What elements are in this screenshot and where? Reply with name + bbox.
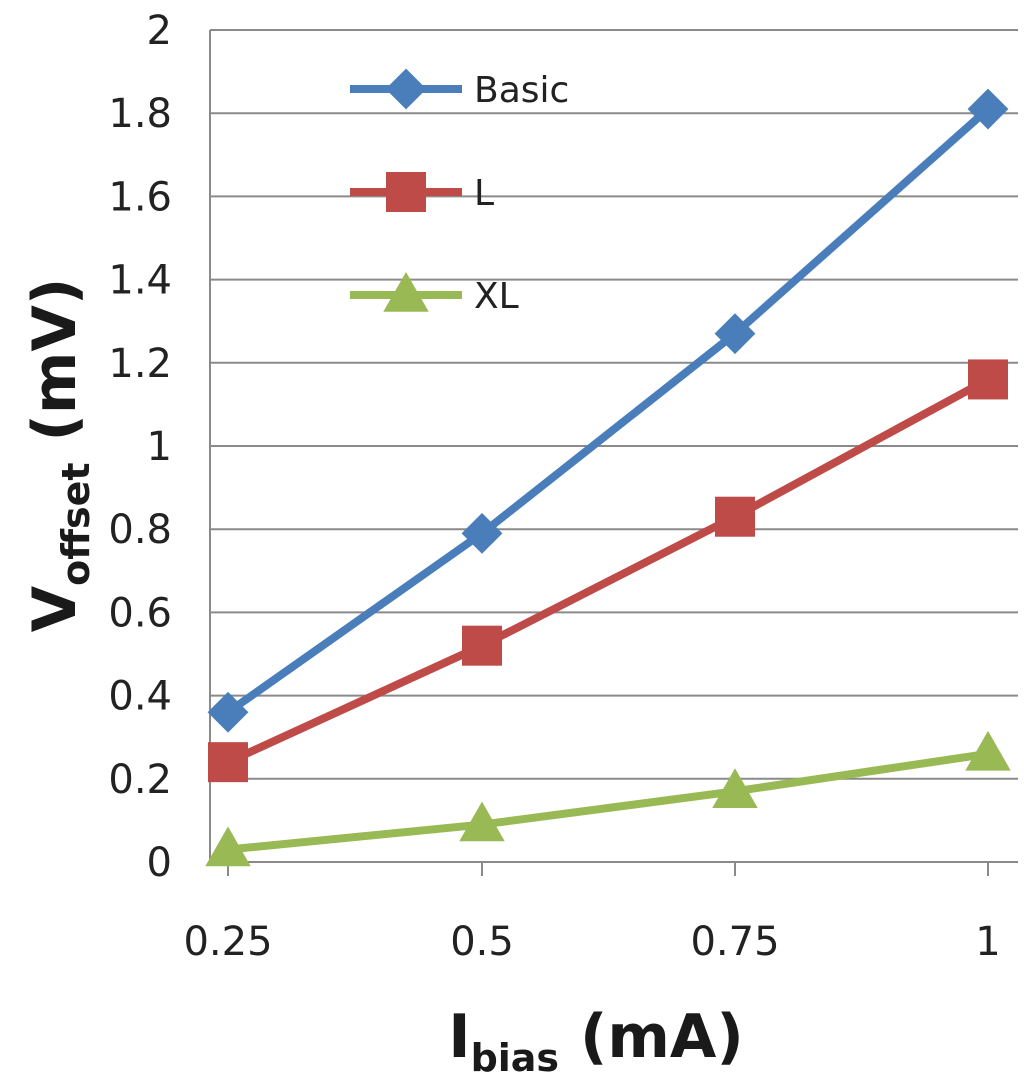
series-line-xl: [227, 749, 989, 854]
y-tick-label: 2: [147, 8, 172, 54]
data-point-l: [208, 742, 248, 783]
x-tick-label: 0.75: [690, 919, 779, 965]
y-tick-label: 1.4: [108, 258, 172, 304]
legend-label-basic: Basic: [474, 70, 569, 111]
y-tick-label: 0.6: [108, 590, 172, 636]
series-basic: [207, 88, 1009, 733]
data-point-xl: [965, 730, 1011, 771]
x-tick-label: 0.5: [450, 919, 514, 965]
x-axis-ticks: 0.25 0.5 0.75 1: [183, 862, 1001, 965]
data-point-l: [715, 496, 755, 537]
legend-label-l: L: [474, 173, 494, 214]
y-tick-label: 0.8: [108, 507, 172, 553]
series-group: [205, 88, 1011, 867]
legend-label-xl: XL: [474, 276, 519, 317]
data-point-l: [462, 625, 502, 666]
series-line-l: [226, 375, 990, 766]
x-axis-title: Ibias (mA): [448, 1002, 744, 1080]
gridlines: [209, 29, 1018, 863]
y-tick-label: 1: [147, 424, 172, 470]
series-line-basic: [225, 106, 991, 716]
data-point-xl: [205, 826, 251, 867]
x-axis-title-rest: (mA): [559, 1002, 744, 1072]
legend-marker-basic: [385, 68, 427, 110]
series-xl: [205, 730, 1011, 867]
y-axis-title-rest: (mV): [20, 278, 90, 463]
x-tick-label: 1: [975, 919, 1000, 965]
data-point-l: [968, 359, 1008, 400]
y-tick-label: 1.8: [108, 91, 172, 137]
y-tick-label: 1.2: [108, 341, 172, 387]
legend: Basic L XL: [350, 68, 569, 317]
data-point-basic: [207, 691, 249, 733]
data-point-xl: [459, 801, 505, 842]
y-axis-title: Voffset (mV): [20, 278, 98, 633]
legend-marker-xl: [383, 271, 429, 312]
y-tick-label: 1.6: [108, 174, 172, 220]
y-tick-label: 0: [147, 840, 172, 886]
y-axis-ticks: 0 0.2 0.4 0.6 0.8 1 1.2 1.4 1.6 1.8 2: [108, 8, 172, 886]
data-point-basic: [967, 88, 1009, 130]
y-axis-title-main: V: [20, 585, 90, 632]
data-point-basic: [461, 512, 503, 554]
x-tick-label: 0.25: [183, 919, 272, 965]
x-axis-title-main: I: [448, 1002, 470, 1072]
data-point-basic: [714, 313, 756, 355]
x-axis-title-sub: bias: [471, 1036, 560, 1080]
series-l: [208, 359, 1008, 783]
legend-marker-l: [386, 172, 426, 212]
y-tick-label: 0.4: [108, 674, 172, 720]
y-tick-label: 0.2: [108, 757, 172, 803]
y-axis-title-sub: offset: [54, 462, 98, 585]
data-point-xl: [712, 768, 758, 809]
